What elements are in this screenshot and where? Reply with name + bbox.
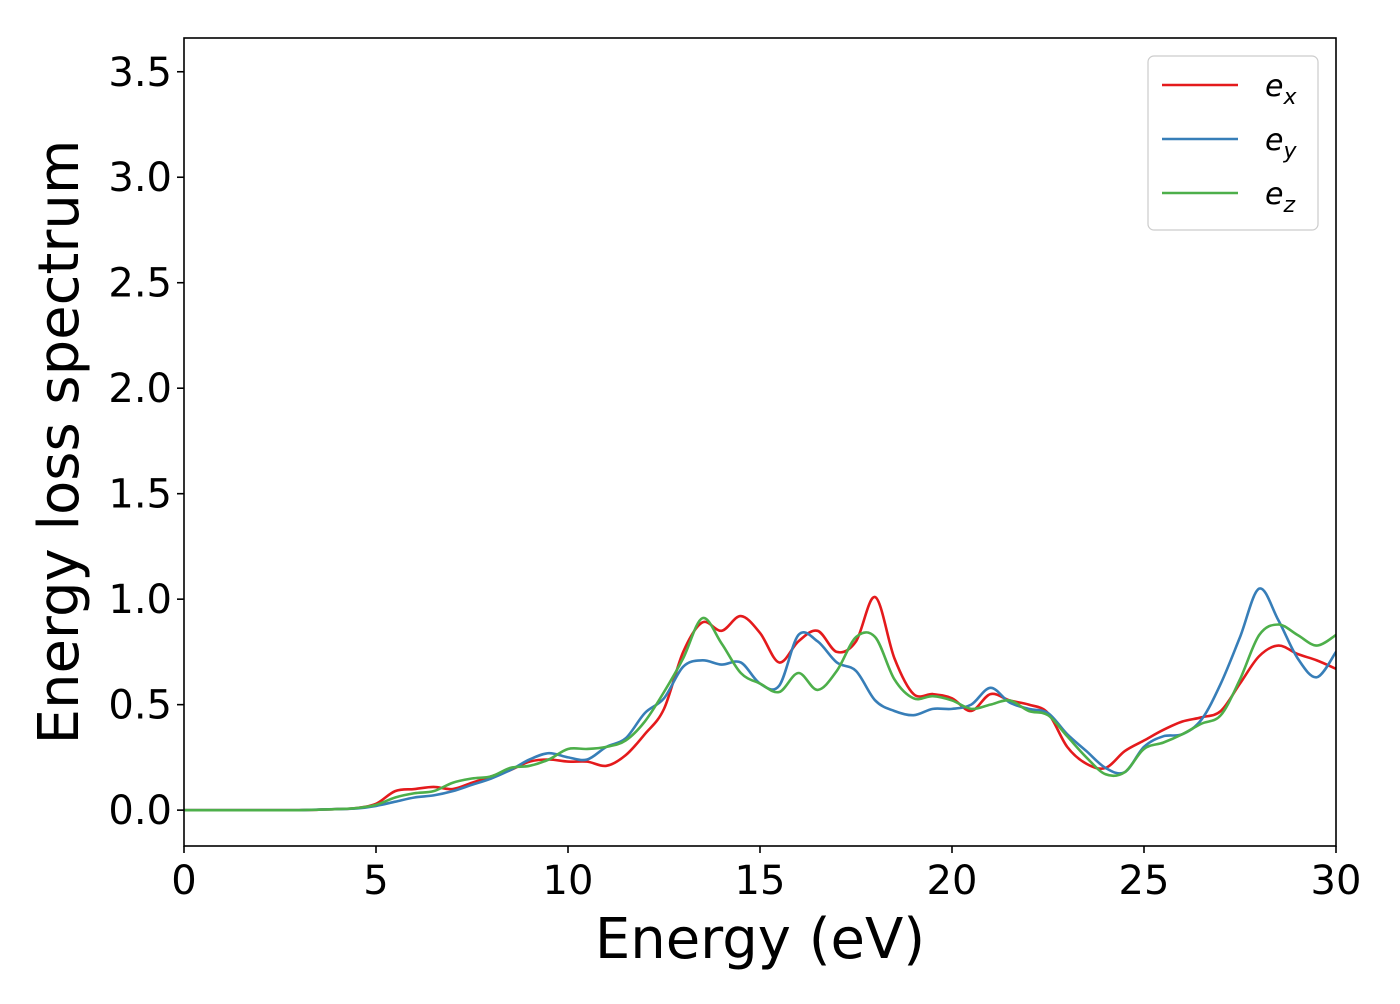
legend-label-subscript: x: [1282, 85, 1297, 110]
y-tick-label: 1.5: [108, 472, 172, 518]
x-tick-label: 30: [1311, 858, 1362, 904]
x-tick-label: 25: [1119, 858, 1170, 904]
x-tick-label: 20: [927, 858, 978, 904]
legend-label-y: ey: [1265, 123, 1297, 164]
legend-label-base: e: [1265, 69, 1283, 104]
x-tick-label: 10: [543, 858, 594, 904]
series-line-x: [184, 595, 1336, 812]
x-tick-label: 15: [735, 858, 786, 904]
y-tick-label: 2.5: [108, 261, 172, 307]
y-axis-label: Energy loss spectrum: [27, 140, 92, 745]
legend-label-subscript: y: [1282, 139, 1297, 164]
y-tick-label: 1.0: [108, 577, 172, 623]
y-tick-label: 0.5: [108, 683, 172, 729]
y-tick-label: 0.0: [108, 788, 172, 834]
legend-box: [1147, 55, 1319, 231]
x-axis-label: Energy (eV): [595, 907, 925, 972]
x-tick-label: 5: [363, 858, 388, 904]
y-tick-label: 3.0: [108, 155, 172, 201]
legend-label-subscript: z: [1282, 193, 1295, 218]
legend-label-base: e: [1265, 123, 1283, 158]
y-tick-label: 3.5: [108, 50, 172, 96]
y-tick-label: 2.0: [108, 366, 172, 412]
legend-label-z: ez: [1265, 177, 1295, 218]
x-axis-ticks: 0 5 10 15 20 25 30: [171, 846, 1361, 904]
x-tick-label: 0: [171, 858, 196, 904]
legend-label-base: e: [1265, 177, 1283, 212]
series-line-y: [184, 587, 1336, 812]
series-line-z: [184, 616, 1336, 812]
series-layer: [184, 587, 1336, 812]
y-axis-ticks: 0.0 0.5 1.0 1.5 2.0 2.5 3.0 3.5: [108, 50, 184, 834]
legend-label-x: ex: [1265, 69, 1297, 110]
